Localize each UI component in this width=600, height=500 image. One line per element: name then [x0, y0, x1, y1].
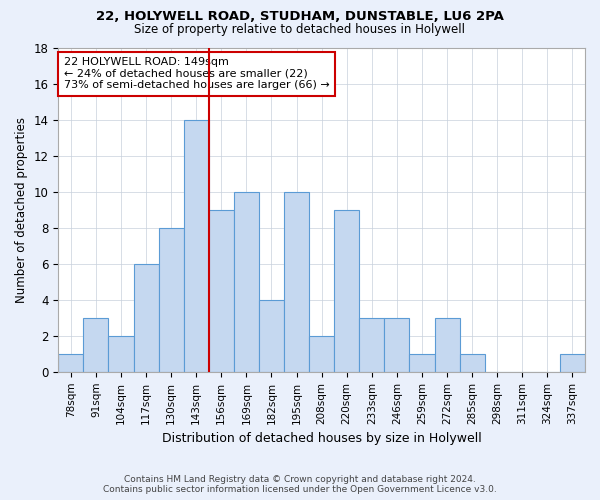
Bar [309, 336, 334, 372]
Bar [109, 336, 134, 372]
Bar [284, 192, 309, 372]
Text: Size of property relative to detached houses in Holywell: Size of property relative to detached ho… [134, 22, 466, 36]
Bar [158, 228, 184, 372]
Bar [385, 318, 409, 372]
Y-axis label: Number of detached properties: Number of detached properties [15, 116, 28, 302]
Bar [58, 354, 83, 372]
Bar [359, 318, 385, 372]
Bar [560, 354, 585, 372]
Text: 22 HOLYWELL ROAD: 149sqm
← 24% of detached houses are smaller (22)
73% of semi-d: 22 HOLYWELL ROAD: 149sqm ← 24% of detach… [64, 57, 329, 90]
Bar [83, 318, 109, 372]
Text: Contains HM Land Registry data © Crown copyright and database right 2024.
Contai: Contains HM Land Registry data © Crown c… [103, 474, 497, 494]
X-axis label: Distribution of detached houses by size in Holywell: Distribution of detached houses by size … [162, 432, 482, 445]
Bar [334, 210, 359, 372]
Bar [434, 318, 460, 372]
Bar [460, 354, 485, 372]
Bar [409, 354, 434, 372]
Text: 22, HOLYWELL ROAD, STUDHAM, DUNSTABLE, LU6 2PA: 22, HOLYWELL ROAD, STUDHAM, DUNSTABLE, L… [96, 10, 504, 23]
Bar [234, 192, 259, 372]
Bar [184, 120, 209, 372]
Bar [209, 210, 234, 372]
Bar [259, 300, 284, 372]
Bar [134, 264, 158, 372]
